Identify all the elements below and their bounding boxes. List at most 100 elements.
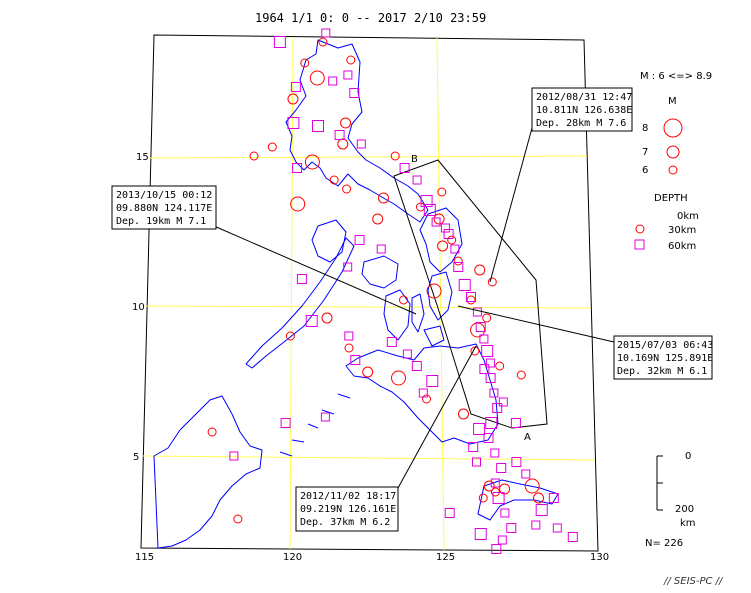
deep-event-square (440, 223, 450, 233)
legend-mag-range: M : 6 <=> 8.9 (640, 71, 712, 82)
legend-depth-title: DEPTH (654, 193, 688, 204)
deep-event-square (548, 493, 559, 503)
callout-coords: 10.811N 126.638E (536, 105, 632, 116)
callout-depth-mag: Dep. 32km M 6.1 (617, 366, 707, 377)
shallow-event-circle (346, 55, 356, 65)
deep-event-square (305, 315, 318, 327)
shallow-event-circle (207, 427, 217, 437)
shallow-event-circle (483, 480, 495, 492)
deep-event-square (475, 322, 486, 332)
deep-event-square (506, 523, 517, 533)
deep-event-square (344, 331, 354, 341)
event-count: N= 226 (645, 538, 683, 549)
lon-tick: 125 (436, 552, 455, 563)
shallow-event-circle (342, 184, 352, 194)
shallow-event-circle (290, 196, 306, 212)
cebu-coast (411, 293, 425, 333)
callout-2015-07-03: 2015/07/03 06:43 10.169N 125.891E Dep. 3… (613, 335, 713, 380)
cross-section-box (393, 159, 548, 429)
shallow-event-circle (337, 138, 349, 150)
deep-event-square (343, 262, 353, 272)
shallow-event-circle (437, 240, 449, 252)
shallow-event-circle (391, 370, 406, 386)
sulu-islands (279, 393, 351, 457)
negros-coast (383, 289, 411, 341)
deep-event-square (350, 355, 361, 365)
deep-event-square (500, 508, 510, 518)
legend: M : 6 <=> 8.9 M 8 7 6 DEPTH 0km 30km 60k… (634, 71, 712, 549)
deep-event-square (468, 442, 479, 452)
lat-tick: 5 (133, 452, 139, 463)
deep-event-square (498, 397, 508, 407)
shallow-event-circle (309, 70, 325, 86)
legend-depth-circle (635, 224, 645, 234)
deep-event-square (354, 235, 365, 245)
shallow-event-circle (340, 117, 352, 129)
shallow-event-circle (474, 264, 486, 276)
deep-event-square (444, 508, 455, 518)
depth-bar-bottom: 200 (675, 504, 694, 515)
deep-event-square (320, 412, 330, 422)
deep-event-square (485, 373, 496, 383)
legend-depth-label: 30km (668, 225, 696, 236)
deep-event-square (490, 448, 500, 458)
deep-event-square (492, 492, 505, 504)
section-label-b: B (411, 154, 418, 165)
shallow-event-circle (422, 394, 431, 404)
map-title: 1964 1/1 0: 0 -- 2017 2/10 23:59 (255, 11, 486, 25)
callout-depth-mag: Dep. 19km M 7.1 (116, 216, 206, 227)
callout-depth-mag: Dep. 37km M 6.2 (300, 517, 390, 528)
legend-mag-label: 6 (642, 165, 648, 176)
deep-event-square (510, 418, 521, 428)
shallow-event-circle (329, 175, 339, 185)
callout-date: 2012/11/02 18:17 (300, 491, 396, 502)
callout-coords: 09.219N 126.161E (300, 504, 396, 515)
deep-event-square (402, 349, 412, 359)
deep-event-square (552, 523, 562, 533)
deep-event-square (426, 375, 439, 387)
luzon-coast (285, 39, 429, 223)
lon-tick: 115 (135, 552, 154, 563)
shallow-event-circle (466, 295, 476, 305)
deep-event-square (312, 120, 324, 132)
deep-event-square (531, 520, 541, 530)
deep-event-square (328, 76, 338, 86)
deep-event-square (296, 274, 307, 284)
deep-event-square (481, 345, 494, 357)
shallow-event-circle (344, 343, 354, 353)
deep-event-square (423, 204, 436, 216)
deep-event-square (472, 457, 481, 467)
callout-coords: 09.880N 124.117E (116, 203, 212, 214)
shallow-event-circle (433, 213, 445, 225)
callout-leaders (213, 127, 615, 489)
mindoro-coast (311, 219, 347, 263)
shallow-event-circle (285, 331, 295, 341)
deep-event-square (273, 36, 286, 48)
deep-event-square (490, 478, 500, 488)
shallow-event-circle (478, 493, 488, 503)
deep-event-square (287, 117, 300, 129)
shallow-event-circle (487, 277, 497, 287)
shallow-event-circle (453, 256, 463, 266)
software-credit: // SEIS-PC // (663, 576, 724, 587)
deep-event-square (411, 361, 422, 371)
deep-event-square (485, 358, 495, 368)
callout-coords: 10.169N 125.891E (617, 353, 713, 364)
deep-event-square (431, 217, 441, 227)
callout-date: 2012/08/31 12:47 (536, 92, 632, 103)
shallow-event-circle (458, 408, 469, 420)
lon-tick: 130 (590, 552, 609, 563)
deep-event-square (485, 417, 498, 429)
deep-event-square (458, 279, 471, 291)
leyte-coast (427, 271, 453, 321)
legend-mag-label: 7 (642, 147, 648, 158)
shallow-event-circle (267, 142, 277, 152)
deep-event-square (453, 262, 464, 272)
deep-event-square (418, 388, 428, 398)
panay-coast (361, 255, 399, 289)
callout-2012-11-02: 2012/11/02 18:17 09.219N 126.161E Dep. 3… (295, 486, 399, 532)
shallow-event-circle (378, 192, 389, 204)
deep-event-square (356, 139, 366, 149)
deep-event-square (420, 195, 433, 207)
deep-event-square (474, 528, 487, 540)
